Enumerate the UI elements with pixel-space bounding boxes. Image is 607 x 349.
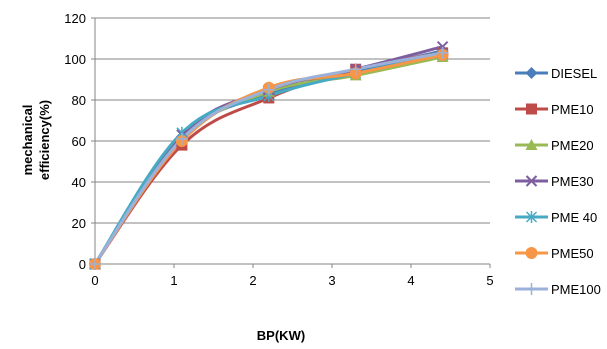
legend-item-pme40: PME 40 bbox=[515, 210, 597, 225]
legend-item-pme20: PME20 bbox=[515, 138, 594, 153]
legend-label: PME100 bbox=[551, 282, 601, 297]
legend-marker bbox=[525, 211, 538, 223]
legend-marker bbox=[526, 103, 537, 115]
legend-marker bbox=[525, 175, 538, 187]
x-tick-label: 0 bbox=[91, 273, 98, 288]
data-point-pme100-1 bbox=[175, 132, 188, 145]
legend-marker bbox=[525, 283, 538, 295]
data-point-pme100-3 bbox=[349, 63, 362, 76]
legend-item-pme100: PME100 bbox=[515, 282, 601, 297]
legend: DIESEL PME10 PME20 PME30 PME 40 PME50 PME100 bbox=[515, 66, 601, 297]
data-point-pme100-0 bbox=[89, 258, 101, 270]
legend-marker bbox=[525, 67, 538, 79]
legend-item-pme10: PME10 bbox=[515, 102, 594, 117]
y-tick-label: 120 bbox=[64, 11, 86, 26]
x-tick-label: 4 bbox=[407, 273, 414, 288]
y-axis-title-line-2: efficiency(%) bbox=[37, 100, 52, 180]
legend-label: PME50 bbox=[551, 246, 594, 261]
y-tick-label: 60 bbox=[72, 134, 86, 149]
y-tick-label: 20 bbox=[72, 216, 86, 231]
legend-item-pme30: PME30 bbox=[515, 174, 594, 189]
data-point-pme100-2 bbox=[262, 83, 275, 96]
x-tick-label: 1 bbox=[170, 273, 177, 288]
legend-label: PME20 bbox=[551, 138, 594, 153]
tick-labels: 0 20 40 60 80 100 120 0 1 2 3 4 5 bbox=[64, 11, 493, 288]
x-tick-label: 5 bbox=[486, 273, 493, 288]
y-tick-label: 80 bbox=[72, 93, 86, 108]
y-tick-label: 0 bbox=[79, 257, 86, 272]
y-tick-label: 100 bbox=[64, 52, 86, 67]
legend-label: PME30 bbox=[551, 174, 594, 189]
legend-marker bbox=[525, 247, 538, 259]
legend-item-pme50: PME50 bbox=[515, 246, 594, 261]
x-axis-title: BP(KW) bbox=[257, 328, 305, 343]
legend-marker bbox=[525, 139, 538, 150]
legend-item-diesel: DIESEL bbox=[515, 66, 597, 81]
data-point-pme100-4 bbox=[436, 46, 449, 59]
series-line-pme100 bbox=[93, 51, 443, 265]
x-tick-label: 3 bbox=[328, 273, 335, 288]
y-tick-label: 40 bbox=[72, 175, 86, 190]
series-line-pme30 bbox=[93, 45, 443, 265]
series-markers bbox=[89, 40, 449, 270]
series-lines bbox=[93, 45, 443, 265]
y-axis-title: mechanical efficiency(%) bbox=[20, 100, 52, 180]
horizontal-gridlines bbox=[95, 17, 490, 224]
x-tick-label: 2 bbox=[249, 273, 256, 288]
legend-label: PME10 bbox=[551, 102, 594, 117]
legend-label: DIESEL bbox=[551, 66, 597, 81]
y-axis-title-line-1: mechanical bbox=[20, 105, 35, 176]
legend-label: PME 40 bbox=[551, 210, 597, 225]
